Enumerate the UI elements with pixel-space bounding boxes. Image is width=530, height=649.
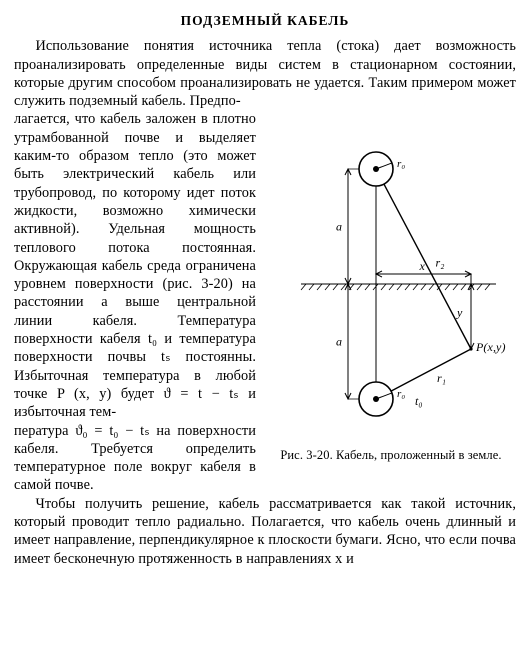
svg-text:P(x,y): P(x,y) <box>475 340 506 354</box>
svg-text:y: y <box>456 306 463 320</box>
svg-text:a: a <box>336 335 342 349</box>
intro-paragraph-start: Использование понятия источника тепла (с… <box>14 37 516 110</box>
svg-text:r₂: r₂ <box>435 256 444 270</box>
figure-number: Рис. 3-20. <box>280 448 332 462</box>
figure-caption: Рис. 3-20. Кабель, проложенный в земле. <box>266 448 516 464</box>
svg-text:r₁: r₁ <box>437 371 446 385</box>
figure-3-20: yxaar₂r₁P(x,y)r₀r₀t₀ Рис. 3-20. Кабель, … <box>266 114 516 464</box>
svg-text:r₀: r₀ <box>397 388 405 400</box>
section-title: ПОДЗЕМНЫЙ КАБЕЛЬ <box>14 12 516 29</box>
svg-text:t₀: t₀ <box>415 394 423 408</box>
svg-text:r₀: r₀ <box>397 158 405 170</box>
figure-caption-text: Кабель, проложенный в земле. <box>336 448 502 462</box>
paragraph-2: Чтобы получить решение, кабель рассматри… <box>14 495 516 568</box>
text-figure-wrap: yxaar₂r₁P(x,y)r₀r₀t₀ Рис. 3-20. Кабель, … <box>14 110 516 567</box>
figure-svg: yxaar₂r₁P(x,y)r₀r₀t₀ <box>266 114 516 444</box>
svg-text:a: a <box>336 220 342 234</box>
